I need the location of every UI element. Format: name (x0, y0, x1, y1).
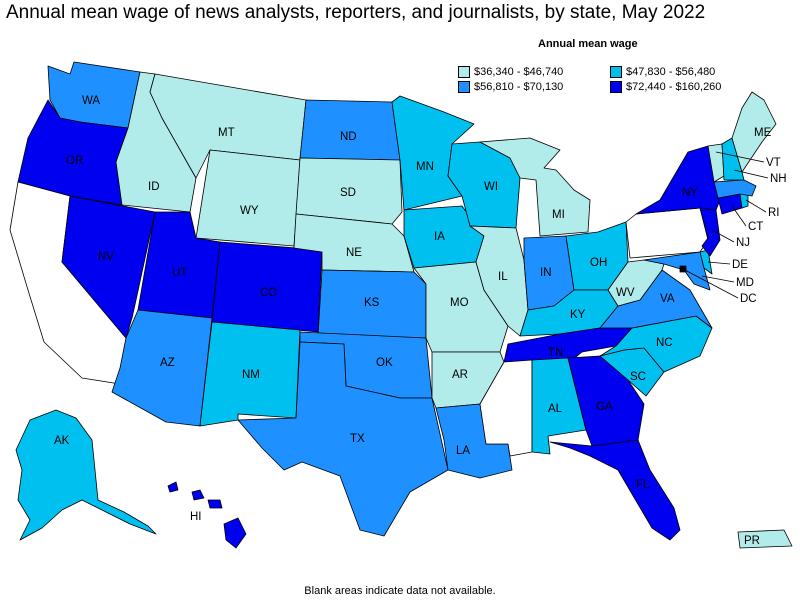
state-label-TN: TN (548, 347, 563, 359)
state-AK[interactable] (15, 409, 157, 541)
state-label-NE: NE (346, 247, 362, 259)
state-label-TX: TX (350, 433, 365, 445)
state-label-NC: NC (656, 337, 673, 349)
state-TX[interactable] (237, 341, 449, 537)
state-label-ND: ND (340, 131, 357, 143)
state-label-FL: FL (636, 479, 650, 491)
state-label-WV: WV (616, 287, 635, 299)
legend-label: $36,340 - $46,740 (474, 66, 564, 78)
state-label-GA: GA (596, 401, 613, 413)
map-title: Annual mean wage of news analysts, repor… (6, 2, 706, 23)
state-label-AR: AR (452, 369, 468, 381)
state-label-NJ: NJ (736, 237, 750, 249)
state-label-AK: AK (54, 435, 70, 447)
legend-item: $47,830 - $56,480 (610, 66, 715, 78)
state-label-WI: WI (484, 181, 498, 193)
state-label-KY: KY (570, 309, 586, 321)
state-label-VT: VT (766, 157, 781, 169)
state-PA[interactable] (625, 207, 709, 259)
state-label-LA: LA (456, 445, 470, 457)
dc-marker (680, 266, 686, 272)
state-label-RI: RI (768, 207, 780, 219)
state-label-MT: MT (218, 127, 235, 139)
state-label-CT: CT (748, 221, 763, 233)
state-IL[interactable] (469, 225, 529, 337)
state-PR[interactable] (737, 529, 793, 549)
state-label-WA: WA (82, 95, 100, 107)
state-label-IL: IL (498, 271, 508, 283)
state-label-WY: WY (240, 205, 259, 217)
legend-swatch (458, 66, 470, 78)
state-label-AZ: AZ (160, 357, 175, 369)
state-label-IA: IA (434, 231, 445, 243)
footnote: Blank areas indicate data not available. (304, 585, 496, 597)
state-HI[interactable] (167, 481, 247, 549)
state-FL[interactable] (549, 439, 681, 541)
state-label-VA: VA (660, 293, 675, 305)
state-label-MN: MN (416, 161, 434, 173)
state-label-OR: OR (66, 155, 83, 167)
legend-item: $56,810 - $70,130 (458, 81, 563, 93)
legend-title: Annual mean wage (538, 38, 638, 50)
state-label-SC: SC (630, 371, 646, 383)
state-label-PR: PR (744, 535, 760, 547)
state-NY[interactable] (635, 145, 721, 215)
state-label-NY: NY (682, 187, 698, 199)
state-label-DC: DC (740, 293, 757, 305)
legend-label: $72,440 - $160,260 (626, 81, 722, 93)
state-label-NM: NM (242, 369, 260, 381)
state-label-UT: UT (172, 267, 187, 279)
state-label-NH: NH (770, 173, 787, 185)
state-label-OK: OK (376, 357, 393, 369)
state-label-ME: ME (754, 127, 772, 139)
state-label-MI: MI (552, 209, 565, 221)
state-label-ID: ID (148, 181, 160, 193)
state-labels: WA OR ID MT WY NV UT CO AZ NM ND SD NE K… (54, 95, 787, 547)
state-NM[interactable] (199, 321, 301, 427)
state-WY[interactable] (195, 149, 301, 247)
legend-item: $72,440 - $160,260 (610, 81, 721, 93)
state-ND[interactable] (299, 99, 401, 161)
state-MA[interactable] (713, 179, 757, 199)
state-label-AL: AL (548, 403, 563, 415)
callout-lines (682, 151, 769, 299)
state-label-MD: MD (736, 277, 754, 289)
state-label-NV: NV (98, 251, 114, 263)
state-SD[interactable] (295, 157, 403, 225)
state-MI[interactable] (479, 137, 591, 237)
state-NH[interactable] (721, 137, 745, 181)
legend-swatch (458, 81, 470, 93)
state-label-CO: CO (260, 287, 277, 299)
state-label-OH: OH (590, 257, 607, 269)
legend-label: $56,810 - $70,130 (474, 81, 564, 93)
legend-swatch (610, 81, 622, 93)
state-label-MO: MO (450, 297, 469, 309)
state-label-KS: KS (364, 297, 380, 309)
legend-swatch (610, 66, 622, 78)
state-ME[interactable] (731, 91, 777, 173)
state-label-IN: IN (540, 267, 552, 279)
legend-label: $47,830 - $56,480 (626, 66, 716, 78)
state-label-HI: HI (190, 511, 202, 523)
state-WV[interactable] (607, 259, 665, 307)
state-label-DE: DE (732, 259, 748, 271)
legend-item: $36,340 - $46,740 (458, 66, 563, 78)
state-label-SD: SD (340, 187, 356, 199)
